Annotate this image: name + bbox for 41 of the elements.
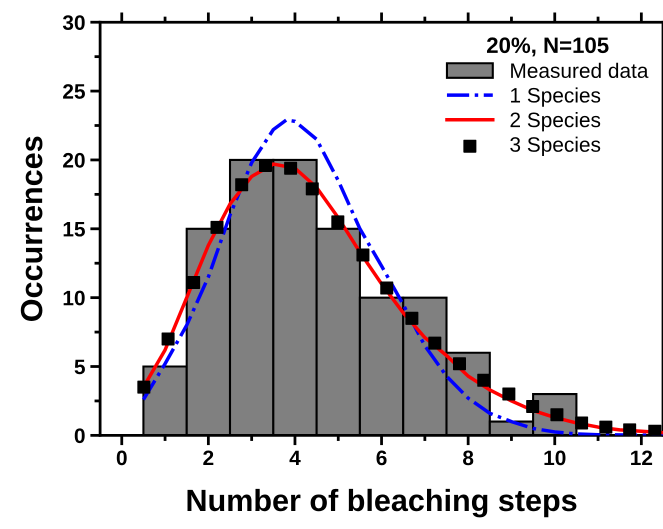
- y-tick-label: 15: [64, 222, 85, 237]
- point: [526, 400, 540, 413]
- point: [356, 248, 370, 262]
- point: [575, 416, 588, 430]
- point: [452, 357, 466, 370]
- x-tick-label: 4: [289, 450, 301, 466]
- y-axis-title: Occurrences: [20, 136, 42, 321]
- point: [331, 215, 344, 228]
- point: [405, 312, 418, 325]
- point: [306, 182, 319, 196]
- point: [162, 332, 175, 346]
- y-tick-label: 0: [74, 428, 85, 444]
- x-tick-label: 0: [116, 450, 127, 466]
- legend-label: 1 Species: [511, 87, 600, 107]
- point: [380, 282, 394, 295]
- x-tick-label: 12: [631, 450, 652, 466]
- legend-label: 2 Species: [510, 112, 600, 132]
- legend-title: 20%, N=105: [486, 37, 609, 56]
- x-tick-label: 8: [463, 450, 474, 466]
- y-tick-label: 20: [63, 152, 85, 168]
- point: [235, 178, 248, 192]
- legend-label: 3 Species: [510, 136, 600, 156]
- point: [137, 380, 150, 394]
- x-tick-label: 10: [544, 450, 566, 466]
- point: [648, 424, 662, 436]
- point: [187, 276, 200, 290]
- point: [428, 336, 442, 350]
- point: [210, 220, 224, 234]
- point: [623, 423, 636, 436]
- point: [599, 420, 612, 434]
- y-tick-label: 25: [63, 84, 85, 99]
- x-tick-label: 6: [376, 450, 387, 466]
- y-tick-label: 10: [64, 290, 85, 306]
- point: [477, 374, 490, 387]
- y-tick-label: 30: [62, 15, 85, 30]
- point: [502, 388, 516, 401]
- point: [284, 162, 298, 175]
- x-tick-label: 2: [203, 450, 214, 466]
- y-tick-label: 5: [74, 360, 85, 374]
- x-axis-title: Number of bleaching steps: [188, 488, 576, 518]
- legend-label: Measured data: [511, 62, 648, 78]
